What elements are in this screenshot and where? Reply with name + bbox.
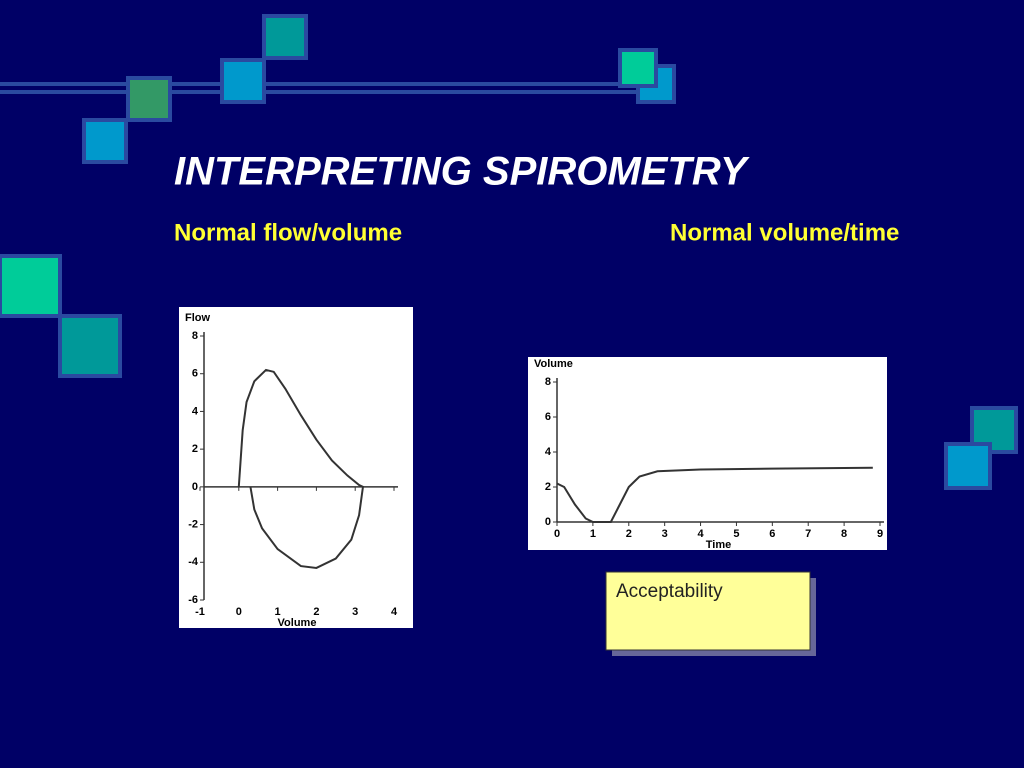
- x-tick-label: 1: [275, 606, 281, 618]
- callout-text: Acceptability: [616, 581, 723, 602]
- callout-box: [605, 571, 811, 651]
- x-tick-label: 1: [590, 528, 596, 540]
- y-tick-label: 8: [545, 376, 551, 388]
- chart-panel: [179, 307, 413, 628]
- x-tick-label: 9: [877, 528, 883, 540]
- y-tick-label: 4: [545, 446, 552, 458]
- slide-title: INTERPRETING SPIROMETRY: [174, 150, 750, 194]
- x-tick-label: 6: [769, 528, 775, 540]
- subtitle: Normal volume/time: [670, 219, 899, 246]
- x-tick-label: 0: [554, 528, 560, 540]
- y-tick-label: 0: [192, 481, 198, 493]
- y-axis-label: Flow: [185, 312, 210, 324]
- x-tick-label: 8: [841, 528, 847, 540]
- x-tick-label: 4: [391, 606, 398, 618]
- y-axis-label: Volume: [534, 358, 573, 370]
- x-tick-label: 7: [805, 528, 811, 540]
- x-tick-label: 3: [662, 528, 668, 540]
- y-tick-label: -6: [188, 594, 198, 606]
- y-tick-label: -4: [188, 556, 199, 568]
- y-tick-label: 8: [192, 330, 198, 342]
- x-tick-label: 3: [352, 606, 358, 618]
- chart-panel: [528, 357, 887, 550]
- x-axis-label: Time: [706, 539, 731, 551]
- x-tick-label: 2: [626, 528, 632, 540]
- y-tick-label: 0: [545, 516, 551, 528]
- x-tick-label: 2: [313, 606, 319, 618]
- decoration: [0, 14, 1018, 490]
- x-tick-label: 0: [236, 606, 242, 618]
- y-tick-label: 6: [192, 368, 198, 380]
- y-tick-label: 6: [545, 411, 551, 423]
- subtitle: Normal flow/volume: [174, 219, 402, 246]
- data-line: [556, 466, 873, 523]
- y-tick-label: 2: [192, 443, 198, 455]
- x-tick-label: -1: [195, 606, 205, 618]
- y-tick-label: -2: [188, 518, 198, 530]
- x-axis-label: Volume: [278, 617, 317, 629]
- y-tick-label: 4: [192, 405, 199, 417]
- x-tick-label: 5: [733, 528, 739, 540]
- data-line: [237, 368, 365, 569]
- y-tick-label: 2: [545, 481, 551, 493]
- x-tick-label: 4: [697, 528, 704, 540]
